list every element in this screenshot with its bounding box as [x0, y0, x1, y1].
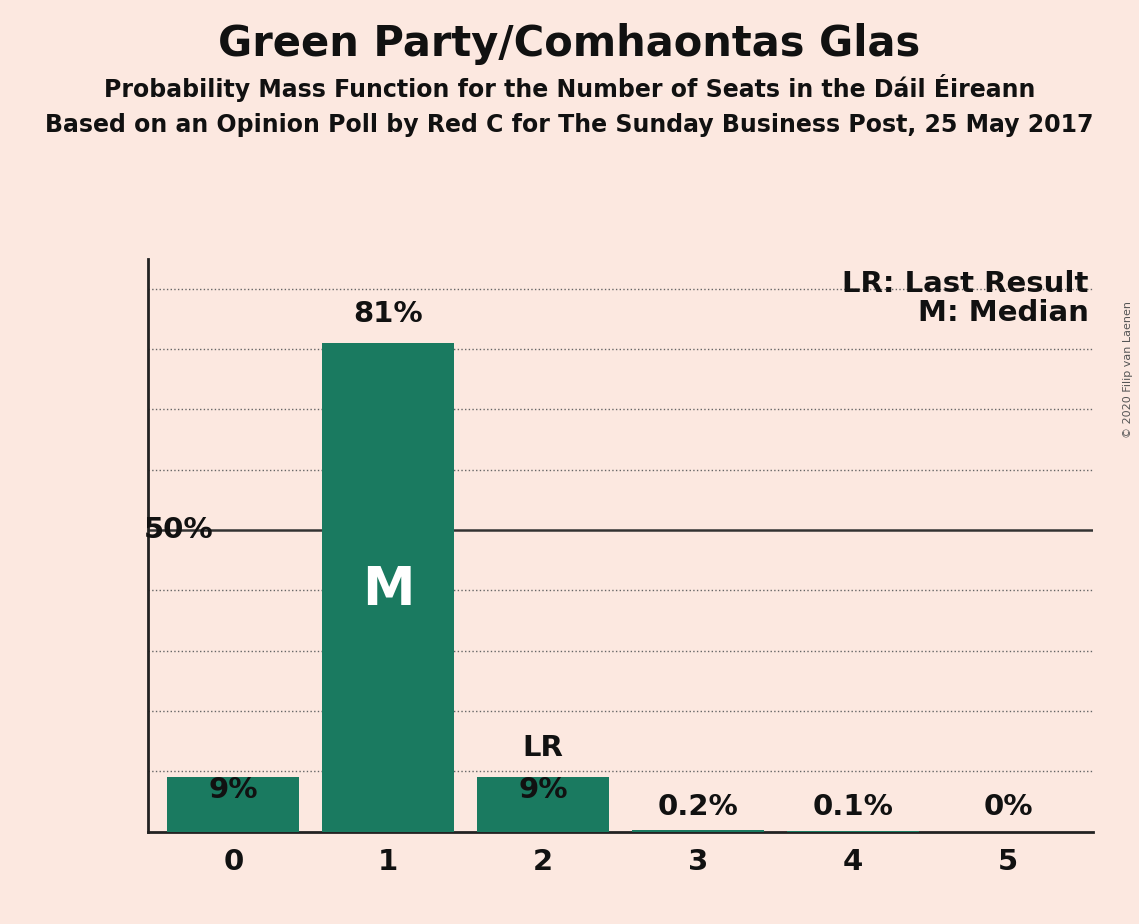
Bar — [322, 343, 454, 832]
Text: Green Party/Comhaontas Glas: Green Party/Comhaontas Glas — [219, 23, 920, 65]
Text: 50%: 50% — [144, 517, 213, 544]
Bar — [167, 777, 300, 832]
Text: © 2020 Filip van Laenen: © 2020 Filip van Laenen — [1123, 301, 1133, 438]
Bar — [632, 831, 764, 832]
Bar — [477, 777, 609, 832]
Text: 0%: 0% — [983, 793, 1033, 821]
Text: M: M — [362, 565, 415, 616]
Text: 0.1%: 0.1% — [813, 793, 894, 821]
Text: M: Median: M: Median — [918, 298, 1089, 327]
Text: LR: LR — [523, 735, 564, 762]
Text: Probability Mass Function for the Number of Seats in the Dáil Éireann: Probability Mass Function for the Number… — [104, 74, 1035, 102]
Text: 9%: 9% — [208, 776, 259, 805]
Text: 9%: 9% — [518, 776, 568, 805]
Text: Based on an Opinion Poll by Red C for The Sunday Business Post, 25 May 2017: Based on an Opinion Poll by Red C for Th… — [46, 113, 1093, 137]
Text: 0.2%: 0.2% — [658, 793, 738, 821]
Text: LR: Last Result: LR: Last Result — [843, 270, 1089, 298]
Text: 81%: 81% — [353, 300, 423, 328]
